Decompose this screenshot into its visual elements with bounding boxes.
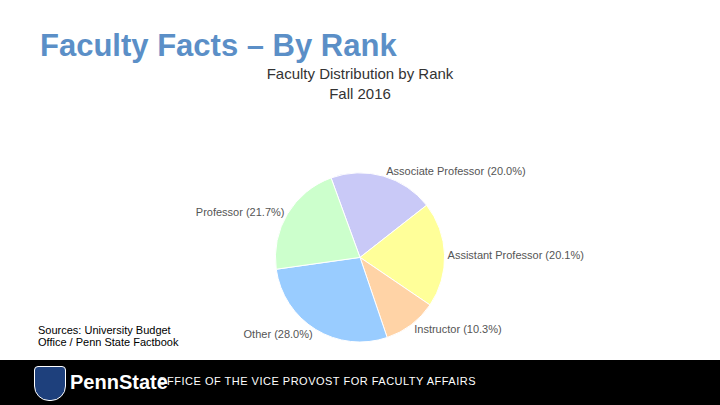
svg-text:Faculty Distribution by RankFa: Faculty Distribution by RankFall 2016 [267, 65, 454, 102]
html-text:OFFICE OF THE VICE PROVOST FOR: OFFICE OF THE VICE PROVOST FOR FACULTY A… [158, 375, 476, 387]
svg-text:Associate Professor (20.0%): Associate Professor (20.0%) [386, 165, 525, 177]
svg-text:Other (28.0%): Other (28.0%) [244, 328, 313, 340]
html-text:Sources: University Budget Off: Sources: University Budget Office / Penn… [38, 324, 179, 348]
svg-text:Professor (21.7%): Professor (21.7%) [196, 206, 285, 218]
html-text:Faculty Facts – By Rank: Faculty Facts – By Rank [40, 28, 397, 63]
html-text:PennState: PennState [70, 371, 168, 393]
svg-text:Assistant Professor (20.1%): Assistant Professor (20.1%) [448, 249, 584, 261]
svg-text:Instructor (10.3%): Instructor (10.3%) [414, 323, 501, 335]
